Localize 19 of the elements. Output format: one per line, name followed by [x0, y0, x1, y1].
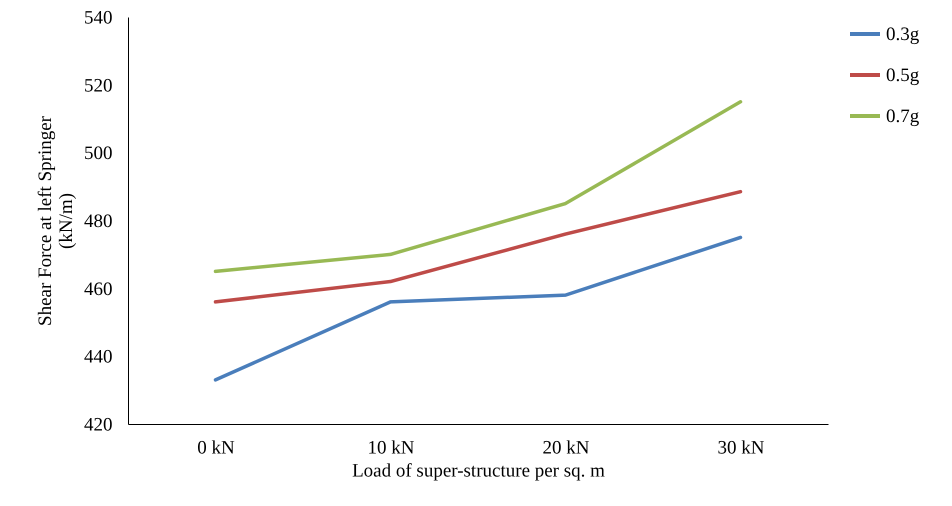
y-tick-label: 500 [84, 143, 112, 164]
line-series [214, 100, 742, 274]
legend-label: 0.7g [886, 106, 920, 127]
x-tick-label: 20 kN [542, 438, 590, 458]
line-series [214, 236, 742, 382]
x-tick-label: 10 kN [368, 438, 415, 458]
y-tick-label: 420 [84, 414, 112, 436]
x-tick-label: 30 kN [718, 438, 765, 458]
legend-label: 0.5g [886, 65, 920, 86]
line-series [214, 190, 742, 304]
y-tick-label: 480 [84, 211, 112, 232]
y-tick-label: 520 [84, 75, 112, 96]
legend-label: 0.3g [886, 24, 920, 45]
y-axis-title: Shear Force at left Springer (kN/m) [35, 115, 77, 326]
x-axis-title: Load of super-structure per sq. m [352, 460, 606, 482]
y-tick-label: 540 [84, 8, 112, 28]
y-tick-label: 440 [84, 346, 112, 368]
x-tick-label: 0 kN [197, 438, 236, 458]
y-tick-label: 460 [84, 278, 112, 300]
